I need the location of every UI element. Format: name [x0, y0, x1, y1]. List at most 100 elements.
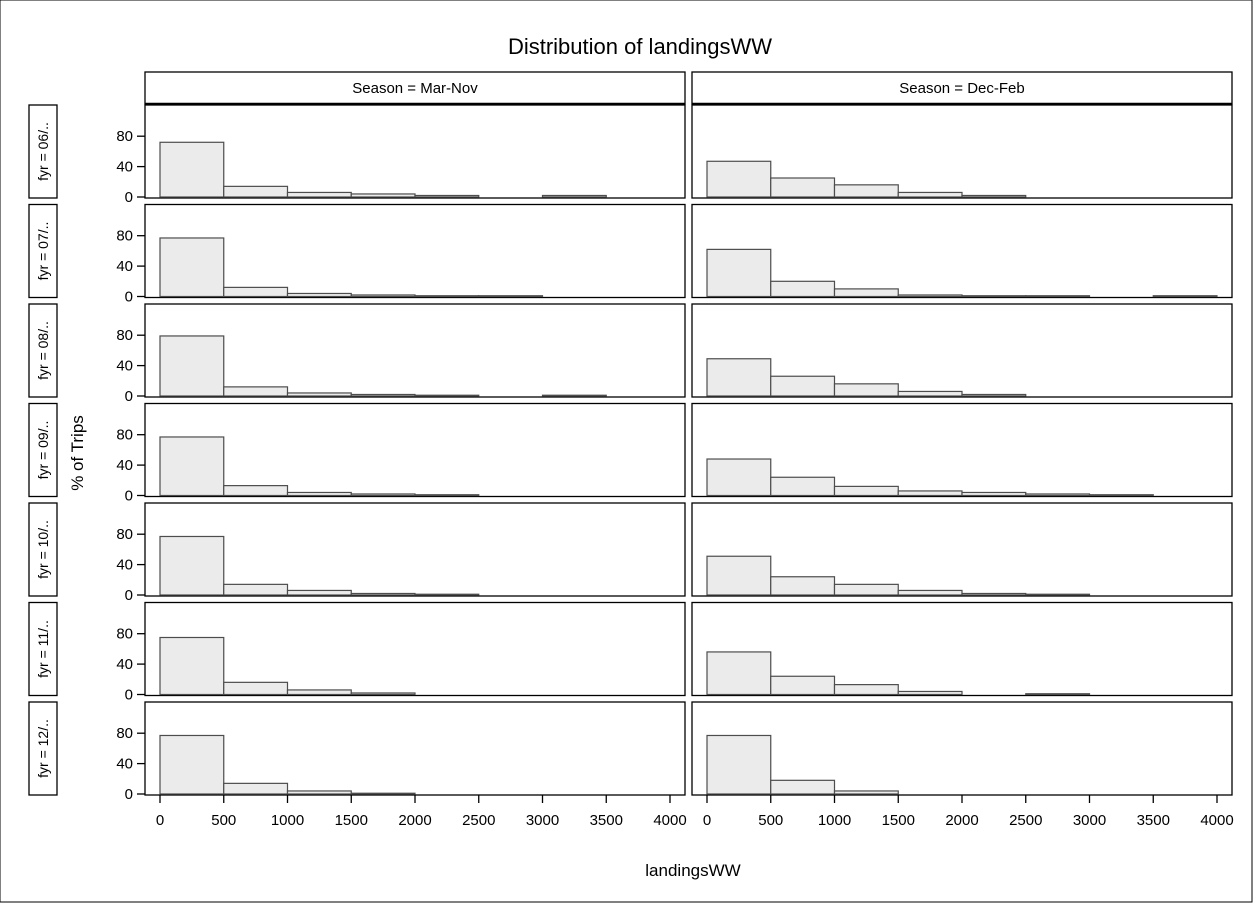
histogram-bar	[414, 194, 480, 198]
histogram-bar	[223, 386, 289, 397]
histogram-bar	[350, 692, 416, 696]
histogram-bar	[159, 636, 225, 696]
y-tick-label: 80	[116, 427, 133, 444]
histogram-bar	[706, 160, 772, 198]
histogram-bar	[223, 583, 289, 596]
row-label-1: fyr = 07/..	[35, 222, 51, 281]
y-tick-label: 80	[116, 626, 133, 643]
row-label-3: fyr = 09/..	[35, 421, 51, 480]
y-tick-label: 40	[116, 258, 133, 275]
panel-frame-r6-c0	[144, 701, 686, 796]
strip-row-0	[28, 104, 58, 199]
histogram-bar	[1025, 593, 1091, 596]
histogram-bar	[1025, 295, 1091, 298]
y-tick-label: 0	[125, 786, 133, 803]
panel-frame-r0-c0	[144, 104, 686, 199]
x-tick-label: 3000	[1073, 812, 1106, 829]
histogram-bar	[350, 193, 416, 198]
histogram-bar	[159, 237, 225, 298]
x-tick-label: 4000	[653, 812, 686, 829]
strip-row-3	[28, 402, 58, 498]
panel-frame-r5-c0	[144, 601, 686, 697]
strip-row-5	[28, 601, 58, 697]
histogram-bar	[770, 476, 836, 497]
histogram-bar	[961, 393, 1027, 397]
histogram-bar	[706, 248, 772, 298]
histogram-bar	[897, 589, 963, 596]
y-tick-label: 80	[116, 128, 133, 145]
panel-grid: Season = Mar-Nov Season = Dec-Feb fyr = 06…	[28, 71, 1234, 829]
y-tick-label: 0	[125, 488, 133, 505]
histogram-bar	[350, 393, 416, 397]
histogram-bar	[833, 583, 899, 596]
histogram-bar	[223, 485, 289, 497]
histogram-bar	[286, 392, 352, 397]
strip-column-0	[144, 71, 686, 105]
histogram-bar	[350, 592, 416, 596]
histogram-bar	[223, 286, 289, 298]
x-tick-label: 3000	[526, 812, 559, 829]
y-tick-label: 40	[116, 557, 133, 574]
histogram-bar	[414, 394, 480, 397]
histogram-bar	[286, 191, 352, 198]
chart-title: Distribution of landingsWW	[508, 34, 772, 59]
histogram-bar	[223, 782, 289, 795]
x-axis-label: landingsWW	[645, 861, 740, 880]
histogram-bar	[897, 490, 963, 497]
histogram-bar	[770, 177, 836, 198]
x-tick-label: 500	[758, 812, 783, 829]
x-tick-label: 1500	[882, 812, 915, 829]
histogram-bar	[350, 493, 416, 497]
histogram-bar	[414, 295, 480, 298]
histogram-bar	[159, 141, 225, 198]
histogram-bar	[961, 491, 1027, 497]
histogram-bar	[961, 194, 1027, 198]
histogram-bar	[414, 593, 480, 596]
histogram-bar	[706, 651, 772, 696]
x-tick-label: 2500	[1009, 812, 1042, 829]
x-tick-label: 500	[211, 812, 236, 829]
histogram-bar	[223, 681, 289, 696]
histogram-bar	[770, 280, 836, 298]
histogram-bar	[833, 790, 899, 795]
histogram-bar	[350, 792, 416, 795]
histogram-bar	[770, 375, 836, 397]
histogram-bar	[833, 684, 899, 696]
y-tick-label: 40	[116, 457, 133, 474]
x-tick-label: 1000	[818, 812, 851, 829]
histogram-bar	[706, 458, 772, 497]
y-tick-label: 80	[116, 327, 133, 344]
histogram-bar	[770, 779, 836, 795]
row-label-6: fyr = 12/..	[35, 719, 51, 778]
histogram-bar	[833, 485, 899, 497]
x-tick-label: 2500	[462, 812, 495, 829]
panel-frame-r3-c0	[144, 402, 686, 498]
histogram-bar	[414, 494, 480, 497]
x-tick-label: 3500	[590, 812, 623, 829]
strip-row-6	[28, 701, 58, 796]
row-label-5: fyr = 11/..	[35, 620, 51, 678]
strip-row-2	[28, 303, 58, 398]
histogram-bar	[770, 675, 836, 696]
histogram-bar	[223, 185, 289, 198]
y-tick-label: 0	[125, 388, 133, 405]
strip-row-4	[28, 502, 58, 597]
histogram-bar	[286, 790, 352, 795]
x-tick-label: 1500	[335, 812, 368, 829]
y-tick-label: 40	[116, 756, 133, 773]
histogram-bar	[159, 436, 225, 497]
histogram-bar	[770, 576, 836, 596]
panel-frame-r4-c0	[144, 502, 686, 597]
histogram-bar	[350, 294, 416, 298]
histogram-bar	[961, 592, 1027, 596]
y-tick-label: 40	[116, 159, 133, 176]
row-label-4: fyr = 10/..	[35, 520, 51, 579]
x-tick-label: 2000	[398, 812, 431, 829]
y-tick-label: 0	[125, 587, 133, 604]
histogram-bar	[706, 734, 772, 795]
histogram-bar	[541, 194, 607, 198]
histogram-bar	[833, 383, 899, 397]
histogram-bar	[478, 295, 544, 298]
histogram-bar	[1152, 295, 1218, 298]
